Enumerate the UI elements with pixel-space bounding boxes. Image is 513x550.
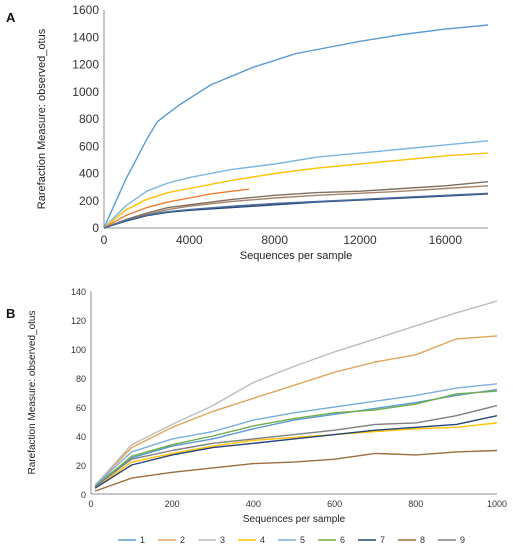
legend-label: 2	[180, 535, 185, 545]
x-tick-label: 800	[408, 499, 423, 509]
chart-legend: 1 2 3 4 5 6 7 8 9	[118, 535, 465, 545]
y-tick-label: 1200	[72, 58, 99, 72]
y-axis-title: Rarefaction Measure: observed_otus	[27, 311, 38, 475]
x-tick-label: 0	[88, 499, 93, 509]
x-tick-label: 200	[165, 499, 180, 509]
x-tick-label: 600	[327, 499, 342, 509]
x-tick-label: 16000	[429, 233, 463, 247]
y-tick-label: 200	[79, 194, 99, 208]
legend-label: 6	[340, 535, 345, 545]
y-tick-label: 60	[76, 403, 86, 413]
series-line-4	[94, 422, 498, 489]
chart-panel-b: 0 20 40 60 80 100 120 140 0 200 400 600 800 1000 Seque…	[27, 287, 507, 525]
series-line-3	[103, 152, 489, 229]
y-tick-label: 1600	[72, 3, 99, 17]
y-tick-label: 400	[79, 167, 99, 181]
y-tick-label: 1400	[72, 30, 99, 44]
series-line-1	[103, 24, 489, 229]
y-tick-label: 800	[79, 112, 99, 126]
legend-label: 7	[380, 535, 385, 545]
y-tick-label: 1000	[72, 85, 99, 99]
legend-label: 5	[300, 535, 305, 545]
x-tick-label: 1000	[487, 499, 507, 509]
y-tick-label: 20	[76, 461, 86, 471]
legend-label: 4	[260, 535, 265, 545]
y-tick-label: 0	[81, 490, 86, 500]
series-line-4	[103, 188, 250, 229]
series-line-5	[94, 383, 498, 486]
series-line-6	[94, 390, 498, 488]
y-tick-label: 600	[79, 139, 99, 153]
x-tick-label: 12000	[343, 233, 377, 247]
y-tick-label: 0	[92, 221, 99, 235]
panel-letter-a: A	[6, 10, 16, 25]
series-line-5	[103, 181, 489, 229]
panel-letter-b: B	[6, 306, 15, 321]
series-line-8	[103, 192, 489, 229]
y-tick-label: 120	[71, 316, 86, 326]
series-line-2	[103, 140, 489, 229]
x-axis-title: Sequences per sample	[243, 514, 346, 525]
series-line-3	[94, 300, 498, 486]
series-line-8	[94, 449, 498, 492]
y-tick-label: 40	[76, 432, 86, 442]
series-line-7	[94, 415, 498, 489]
x-axis-title: Sequences per sample	[240, 250, 353, 262]
y-tick-label: 80	[76, 374, 86, 384]
x-tick-label: 400	[246, 499, 261, 509]
y-axis-title: Rarefaction Measure: observed_otus	[36, 28, 48, 209]
legend-label: 9	[460, 535, 465, 545]
x-tick-label: 8000	[261, 233, 288, 247]
x-tick-label: 0	[101, 233, 108, 247]
series-line-2	[94, 335, 498, 486]
legend-label: 1	[140, 535, 145, 545]
y-tick-label: 140	[71, 287, 86, 297]
legend-label: 3	[220, 535, 225, 545]
legend-label: 8	[420, 535, 425, 545]
x-tick-label: 4000	[176, 233, 203, 247]
y-tick-label: 100	[71, 345, 86, 355]
series-line-9	[94, 404, 498, 488]
series-line-6	[103, 185, 489, 229]
